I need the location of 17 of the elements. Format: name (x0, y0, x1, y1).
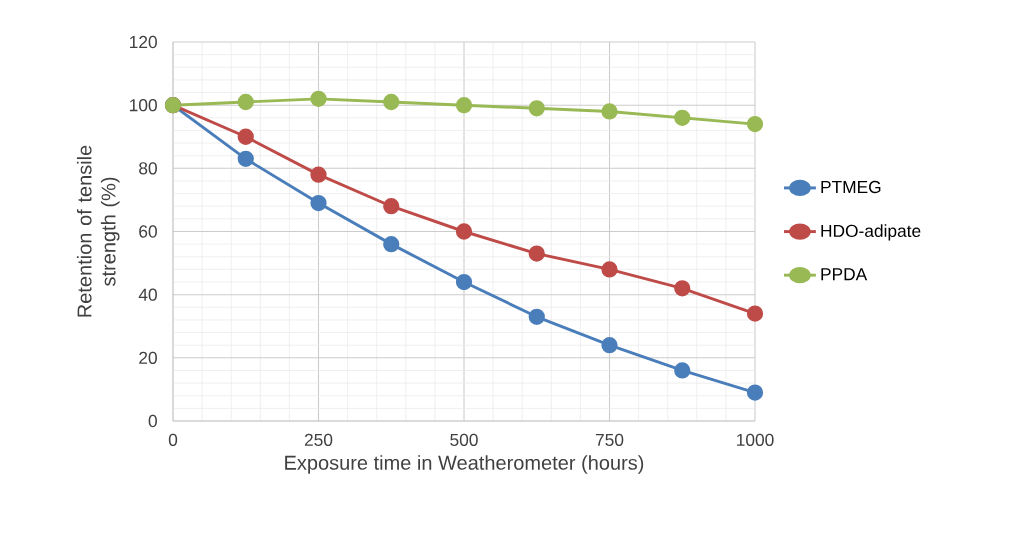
x-tick-label: 750 (595, 433, 624, 446)
x-tick-label: 0 (168, 433, 178, 446)
legend-label: PTMEG (821, 180, 881, 194)
x-tick-label: 1000 (737, 433, 774, 446)
y-tick-label: 80 (139, 162, 157, 175)
y-tick-label: 40 (138, 288, 157, 301)
y-tick-label: 20 (139, 351, 157, 364)
legend-label: HDO-adipate (821, 224, 921, 241)
legend-label: PPDA (821, 268, 868, 281)
x-axis-title: Exposure time in Weatherometer (hours) (285, 455, 644, 474)
y-tick-label: 0 (148, 414, 157, 428)
y-axis-title: Retention of tensile strength (%) (76, 145, 120, 317)
y-tick-label: 100 (130, 99, 157, 112)
y-tick-label: 60 (139, 225, 157, 238)
x-tick-label: 250 (304, 433, 333, 446)
y-tick-label: 120 (130, 35, 157, 49)
x-tick-label: 500 (450, 433, 478, 446)
